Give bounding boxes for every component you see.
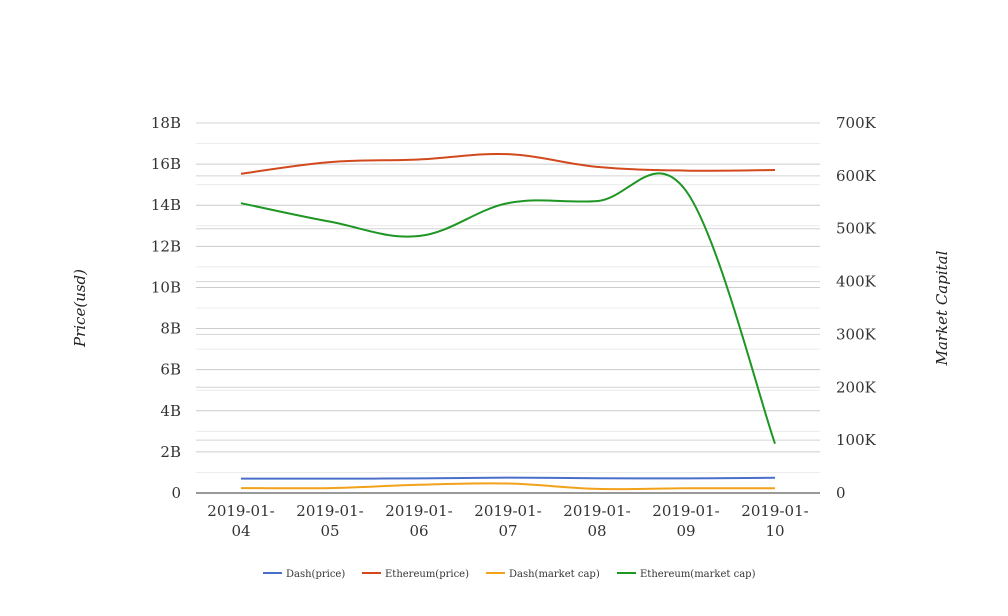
right-tick-label: 0 — [836, 484, 846, 502]
left-axis-title: Price(usd) — [71, 269, 89, 348]
x-tick-label: 2019-01-09 — [652, 502, 719, 540]
grid-lines — [196, 122, 820, 473]
legend-label: Dash(price) — [286, 569, 345, 580]
series-line-ethereum-market-cap — [240, 172, 776, 444]
left-tick-label: 8B — [160, 320, 181, 338]
left-tick-label: 16B — [151, 155, 181, 173]
x-tick-label: 2019-01-05 — [296, 502, 363, 540]
legend-label: Ethereum(market cap) — [640, 569, 756, 580]
left-tick-label: 6B — [160, 361, 181, 379]
series-line-dash-market-cap — [240, 482, 776, 491]
left-tick-label: 18B — [151, 114, 181, 132]
left-tick-label: 4B — [160, 402, 181, 420]
right-tick-label: 200K — [836, 378, 877, 396]
right-tick-label: 400K — [836, 273, 877, 291]
legend: Dash(price) Ethereum(price) Dash(market ca… — [263, 569, 756, 580]
x-tick-label: 2019-01-10 — [741, 502, 808, 540]
x-tick-label: 2019-01-04 — [207, 502, 274, 540]
left-tick-label: 14B — [151, 196, 181, 214]
right-tick-label: 300K — [836, 325, 877, 343]
left-tick-label: 2B — [160, 443, 181, 461]
x-tick-label: 2019-01-06 — [385, 502, 452, 540]
right-tick-label: 600K — [836, 167, 877, 185]
left-tick-label: 0 — [171, 484, 181, 502]
x-tick-label: 2019-01-08 — [563, 502, 630, 540]
series-line-ethereum-price — [240, 152, 776, 175]
legend-label: Ethereum(price) — [385, 569, 469, 580]
series-lines — [240, 152, 776, 491]
right-tick-label: 500K — [836, 220, 877, 238]
right-tick-label: 700K — [836, 114, 877, 132]
left-tick-label: 12B — [151, 237, 181, 255]
right-axis-title: Market Capital — [933, 250, 951, 366]
left-tick-label: 10B — [151, 278, 181, 296]
right-tick-label: 100K — [836, 431, 877, 449]
right-y-ticks: 0 100K 200K 300K 400K 500K 600K 700K — [836, 114, 877, 502]
x-axis-ticks: 2019-01-04 2019-01-05 2019-01-06 2019-01-07… — [207, 502, 808, 540]
left-y-ticks: 0 2B 4B 6B 8B 10B 12B 14B 16B 18B — [151, 114, 181, 502]
x-tick-label: 2019-01-07 — [474, 502, 541, 540]
series-line-dash-price — [240, 476, 776, 480]
legend-label: Dash(market cap) — [509, 569, 600, 580]
